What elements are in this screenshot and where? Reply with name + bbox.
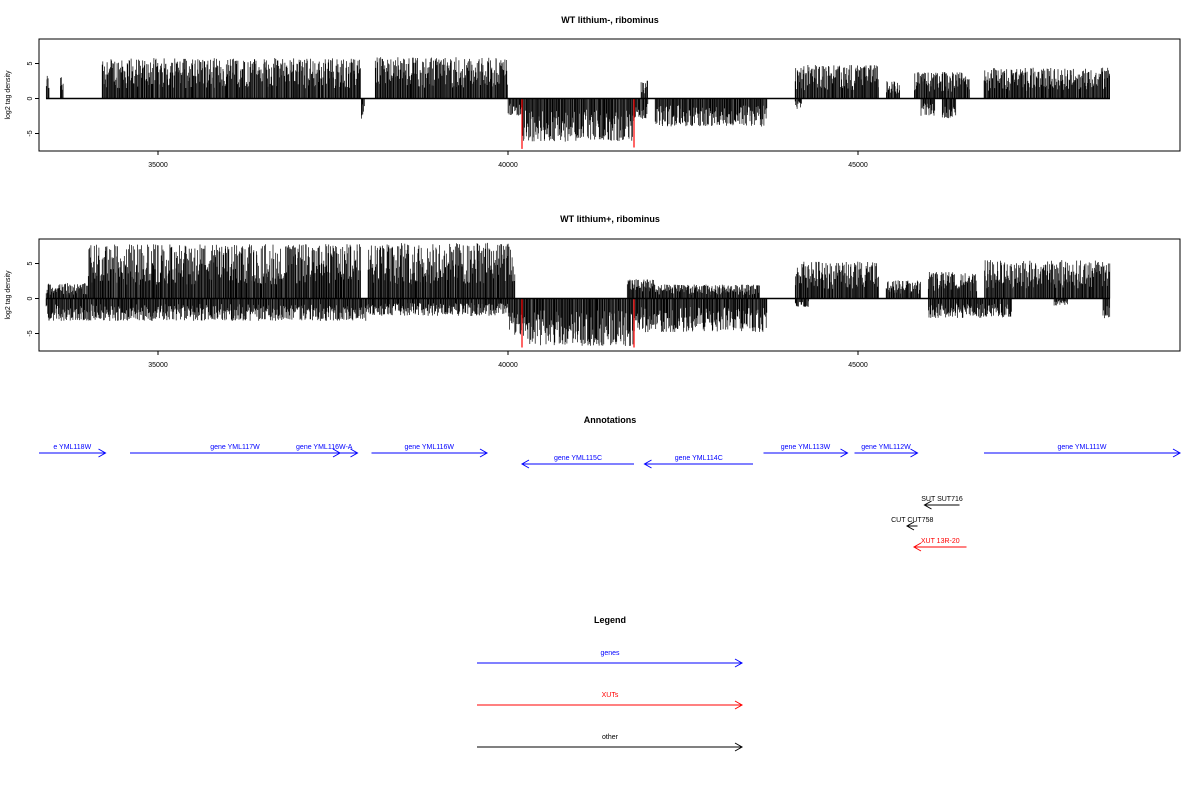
feature-arrowhead: [840, 448, 849, 458]
legend-label: other: [602, 734, 619, 741]
x-tick-label: 45000: [848, 362, 868, 369]
feature-label: gene YML115C: [554, 455, 602, 462]
legend-label: XUTs: [602, 692, 619, 699]
y-tick-label: 5: [27, 61, 34, 65]
legend-item: other: [477, 734, 744, 752]
feature-arrow: gene YML116W: [371, 444, 489, 458]
legend-item: genes: [477, 650, 744, 668]
x-tick-label: 45000: [848, 162, 868, 169]
legend-title: Legend: [594, 615, 626, 625]
y-axis-label: log2 tag density: [5, 70, 12, 120]
feature-label: gene YML113W: [781, 444, 831, 451]
axes: -5 0 5 35000 40000 45000: [27, 61, 868, 169]
x-tick-label: 35000: [148, 362, 168, 369]
annotations-title: Annotations: [584, 415, 637, 425]
feature-label: gene YML111W: [1057, 444, 1106, 451]
axes: -5 0 5 35000 40000 45000: [27, 261, 868, 369]
x-tick-label: 40000: [498, 362, 518, 369]
feature-label: e YML118W: [53, 444, 91, 451]
feature-arrowhead: [479, 448, 489, 458]
legend-arrowhead: [734, 742, 744, 752]
bar-series: [45, 57, 1110, 149]
feature-arrow: CUT CUT758: [891, 517, 933, 531]
panel-title: WT lithium+, ribominus: [560, 214, 660, 224]
legend-arrowhead: [734, 700, 744, 710]
feature-label: XUT 13R-20: [921, 538, 960, 545]
feature-arrow: gene YML111W: [984, 444, 1182, 458]
feature-arrow: gene YML112W: [854, 444, 919, 458]
y-tick-label: 5: [27, 261, 34, 265]
y-tick-label: -5: [27, 330, 34, 336]
feature-arrow: gene YML115C: [520, 455, 634, 469]
y-axis-label: log2 tag density: [5, 270, 12, 320]
feature-label: gene YML114C: [675, 455, 723, 462]
feature-arrowhead: [905, 521, 915, 531]
feature-arrow: SUT SUT716: [921, 496, 963, 510]
legend: Legend genes XUTs other: [477, 615, 744, 752]
feature-arrowhead: [520, 459, 530, 469]
y-tick-label: 0: [27, 96, 34, 100]
plot-frame: [38, 238, 1181, 352]
x-tick-label: 35000: [148, 162, 168, 169]
legend-items: genes XUTs other: [477, 650, 744, 752]
feature-arrow: gene YML113W: [763, 444, 849, 458]
legend-arrowhead: [734, 658, 744, 668]
feature-arrowhead: [643, 459, 652, 469]
feature-label: SUT SUT716: [921, 496, 963, 503]
feature-arrow: gene YML116W-A: [291, 444, 359, 458]
feature-arrowhead: [1172, 448, 1182, 458]
feature-arrowhead: [910, 448, 919, 458]
panel-title: WT lithium-, ribominus: [561, 15, 659, 25]
feature-label: gene YML116W: [404, 444, 454, 451]
feature-arrow: XUT 13R-20: [912, 538, 967, 552]
feature-arrow: gene YML114C: [643, 455, 753, 469]
feature-label: gene YML112W: [861, 444, 911, 451]
y-tick-label: -5: [27, 130, 34, 136]
bar-series: [45, 242, 1111, 348]
feature-label: CUT CUT758: [891, 517, 933, 524]
legend-item: XUTs: [477, 692, 744, 710]
feature-arrowhead: [350, 448, 359, 458]
y-tick-label: 0: [27, 296, 34, 300]
x-tick-label: 40000: [498, 162, 518, 169]
track-panel-lithium-plus: WT lithium+, ribominus log2 tag density …: [5, 214, 1181, 369]
track-panel-lithium-minus: WT lithium-, ribominus log2 tag density …: [5, 15, 1181, 169]
annotations-panel: Annotations e YML118W gene YML117W gene YM…: [39, 415, 1182, 552]
feature-arrowhead: [912, 542, 922, 552]
plot-frame: [38, 38, 1181, 152]
feature-arrow: e YML118W: [39, 444, 107, 458]
feature-track: e YML118W gene YML117W gene YML116W-A gene …: [39, 444, 1182, 552]
feature-label: gene YML116W-A: [296, 444, 353, 451]
feature-arrowhead: [923, 500, 932, 510]
legend-label: genes: [600, 650, 620, 657]
feature-label: gene YML117W: [210, 444, 260, 451]
feature-arrowhead: [98, 448, 107, 458]
